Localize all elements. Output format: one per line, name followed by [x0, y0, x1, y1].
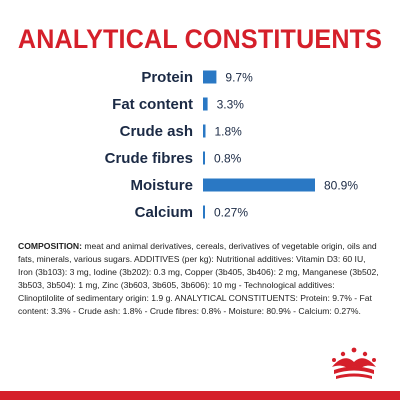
category-label: Moisture: [130, 177, 193, 194]
value-label: 9.7%: [225, 71, 253, 85]
chart-title: ANALYTICAL CONSTITUENTS: [17, 24, 383, 54]
category-label: Protein: [141, 69, 193, 86]
value-label: 0.27%: [214, 206, 248, 220]
value-label: 0.8%: [214, 152, 242, 166]
royal-crown-icon: [332, 347, 376, 379]
category-label: Fat content: [112, 96, 193, 113]
category-label: Crude ash: [120, 123, 193, 140]
composition-label: COMPOSITION:: [18, 241, 82, 251]
category-label: Crude fibres: [105, 150, 193, 167]
value-label: 80.9%: [324, 179, 358, 193]
value-label: 3.3%: [217, 98, 245, 112]
bar: [203, 70, 217, 84]
bar: [203, 97, 208, 111]
brand-footer-bar: [0, 391, 400, 400]
composition-body: meat and animal derivatives, cereals, de…: [18, 241, 379, 316]
value-label: 1.8%: [214, 125, 242, 139]
bar: [203, 178, 315, 192]
composition-text-block: COMPOSITION: meat and animal derivatives…: [18, 240, 382, 318]
bar: [203, 205, 205, 219]
analytical-constituents-chart: Protein 9.7% Fat content 3.3% Crude ash 1.8% C…: [105, 69, 359, 221]
bar: [203, 151, 205, 165]
bar: [203, 124, 206, 138]
category-label: Calcium: [135, 204, 193, 221]
